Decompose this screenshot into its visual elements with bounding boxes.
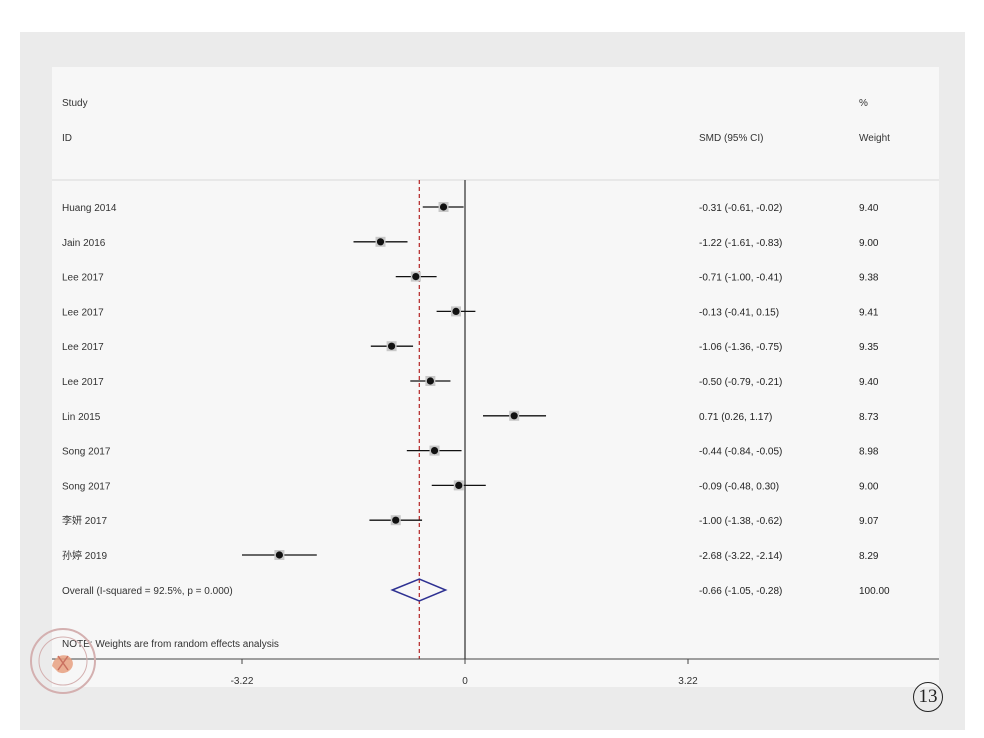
point-estimate (426, 377, 434, 385)
study-label: Lee 2017 (62, 342, 104, 353)
weight-value: 9.40 (859, 377, 879, 388)
study-label: Lee 2017 (62, 377, 104, 388)
weight-value: 8.73 (859, 412, 879, 423)
smd-ci-value: -1.06 (-1.36, -0.75) (699, 342, 782, 353)
x-tick-label: -3.22 (231, 676, 254, 687)
point-estimate (376, 238, 385, 246)
figure-number-badge: 13 (913, 682, 943, 712)
footnote: NOTE: Weights are from random effects an… (62, 639, 279, 650)
study-label: Lee 2017 (62, 307, 104, 318)
weight-value: 9.07 (859, 516, 879, 527)
smd-ci-value: -1.00 (-1.38, -0.62) (699, 516, 782, 527)
point-estimate (452, 307, 460, 315)
overall-weight-value: 100.00 (859, 586, 890, 597)
smd-ci-value: -0.71 (-1.00, -0.41) (699, 273, 782, 284)
smd-ci-value: -0.50 (-0.79, -0.21) (699, 377, 782, 388)
weight-value: 9.38 (859, 273, 879, 284)
weight-value: 9.35 (859, 342, 879, 353)
weight-value: 9.41 (859, 307, 879, 318)
study-label: Jain 2016 (62, 238, 106, 249)
overall-label: Overall (I-squared = 92.5%, p = 0.000) (62, 586, 233, 597)
smd-ci-value: -0.44 (-0.84, -0.05) (699, 447, 782, 458)
smd-ci-value: -2.68 (-3.22, -2.14) (699, 551, 782, 562)
study-label: Lin 2015 (62, 412, 101, 423)
weight-value: 9.40 (859, 203, 879, 214)
point-estimate (412, 273, 420, 281)
study-label: 孙婷 2019 (62, 549, 107, 562)
header-smd: SMD (95% CI) (699, 133, 763, 144)
weight-value: 8.29 (859, 551, 879, 562)
header-study: Study (62, 98, 88, 109)
point-estimate (392, 516, 400, 524)
study-label: Song 2017 (62, 447, 111, 458)
x-tick-label: 3.22 (678, 676, 698, 687)
study-label: 李妍 2017 (62, 514, 107, 527)
smd-ci-value: -0.09 (-0.48, 0.30) (699, 481, 779, 492)
point-estimate (510, 412, 518, 420)
smd-ci-value: -0.13 (-0.41, 0.15) (699, 307, 779, 318)
point-estimate (275, 551, 283, 559)
smd-ci-value: -1.22 (-1.61, -0.83) (699, 238, 782, 249)
point-estimate (387, 342, 396, 350)
header-weight: Weight (859, 133, 890, 144)
study-label: Song 2017 (62, 481, 111, 492)
smd-ci-value: -0.31 (-0.61, -0.02) (699, 203, 782, 214)
weight-value: 8.98 (859, 447, 879, 458)
plot-panel (52, 67, 939, 687)
overall-diamond (390, 578, 448, 602)
study-label: Huang 2014 (62, 203, 117, 214)
overall-smd-value: -0.66 (-1.05, -0.28) (699, 586, 782, 597)
point-estimate (455, 481, 463, 489)
point-estimate (439, 203, 448, 211)
smd-ci-value: 0.71 (0.26, 1.17) (699, 412, 772, 423)
point-estimate (430, 447, 439, 455)
weight-value: 9.00 (859, 481, 879, 492)
study-label: Lee 2017 (62, 273, 104, 284)
association-seal-logo (30, 628, 96, 694)
weight-value: 9.00 (859, 238, 879, 249)
header-id: ID (62, 133, 72, 144)
header-percent: % (859, 98, 868, 109)
x-tick-label: 0 (462, 676, 468, 687)
